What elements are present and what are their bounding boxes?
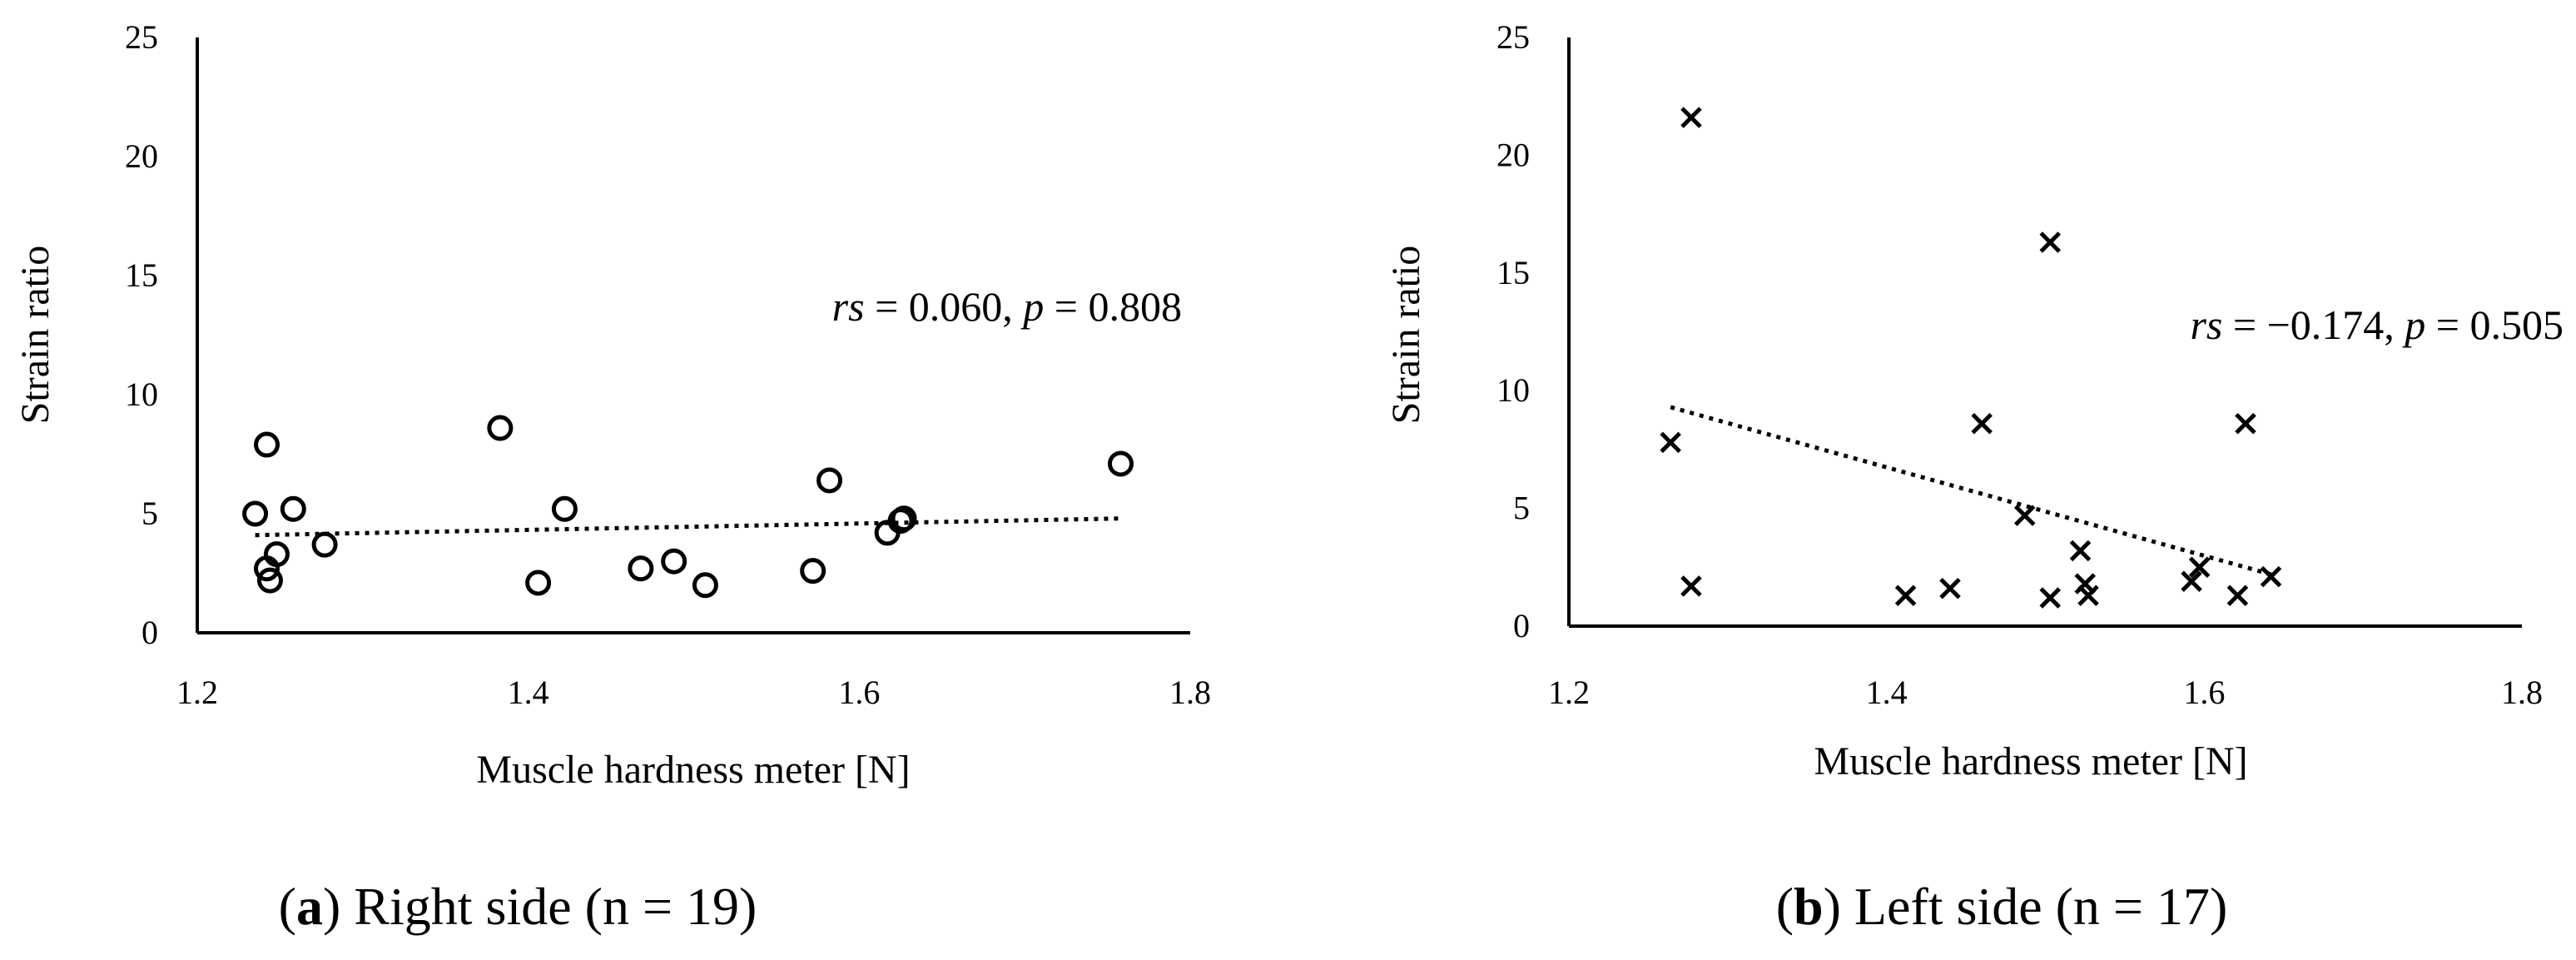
chart-a-data-point — [1107, 450, 1134, 477]
chart-a-data-point — [311, 531, 338, 558]
x-marker-stroke — [2077, 584, 2099, 607]
chart-a-data-point — [661, 548, 687, 575]
chart-a-data-point — [242, 500, 269, 527]
chart-b-caption: (b) Left side (n = 17) — [1776, 877, 2228, 936]
x-marker-stroke — [2013, 505, 2036, 526]
chart-a-data-point — [263, 541, 290, 568]
x-marker-stroke — [1680, 575, 1702, 597]
chart-b-y-tick-label: 10 — [1496, 371, 1530, 409]
chart-a-trendline — [255, 516, 1121, 538]
x-marker-stroke — [2039, 587, 2061, 609]
chart-a-y-tick-label: 5 — [141, 495, 158, 532]
chart-b-y-axis-title: Strain ratio — [1384, 246, 1428, 425]
chart-a-data-point — [487, 415, 514, 441]
chart-a-x-axis-title: Muscle hardness meter [N] — [476, 748, 910, 792]
chart-b-y-tick-label: 15 — [1496, 254, 1530, 291]
stat-annotation-part: rs — [2190, 301, 2222, 348]
x-marker-stroke — [2074, 573, 2096, 594]
stat-annotation-part: = −0.174, — [2222, 301, 2405, 348]
chart-a-data-point — [525, 570, 552, 596]
caption-part: b — [1794, 877, 1824, 936]
chart-b-data-point — [2039, 231, 2061, 253]
chart-a-data-point — [256, 567, 283, 594]
chart-b-trendline — [1670, 405, 2272, 577]
chart-b-data-point — [2069, 540, 2092, 562]
chart-b-data-point — [1660, 431, 1681, 454]
chart-a-x-tick-label: 1.4 — [508, 674, 549, 711]
chart-b-y-tick-label: 20 — [1496, 136, 1530, 173]
x-marker-stroke — [2069, 540, 2092, 562]
x-marker-stroke — [2226, 584, 2249, 607]
chart-b-data-point — [2039, 587, 2061, 609]
caption-part: ) Right side (n = 19) — [323, 877, 757, 936]
stat-annotation-part: = 0.060, — [865, 283, 1024, 330]
x-marker-stroke — [2235, 413, 2256, 435]
x-marker-stroke — [2260, 565, 2282, 588]
stat-annotation-part: = 0.808 — [1044, 283, 1182, 330]
chart-b-data-point — [2181, 570, 2202, 593]
x-marker-stroke — [2188, 556, 2211, 579]
chart-a-data-point — [254, 431, 280, 458]
stat-annotation-part: = 0.505 — [2425, 301, 2564, 348]
caption-part: ) Left side (n = 17) — [1824, 877, 2228, 936]
x-marker-stroke — [1680, 107, 1702, 128]
chart-a-y-tick-label: 0 — [141, 614, 158, 651]
chart-a-data-point — [891, 505, 917, 532]
chart-b-data-point — [2077, 584, 2099, 607]
chart-b-data-point — [2226, 584, 2249, 607]
chart-b-x-tick-label: 1.2 — [1548, 674, 1590, 711]
chart-b-data-point — [2013, 505, 2036, 526]
caption-part: ( — [1776, 877, 1794, 936]
chart-b-panel: 0 5 10 15 20 25 1.2 1.4 1.6 1.8 Muscle hardness me… — [1384, 18, 2564, 936]
chart-b-data-point — [2235, 413, 2256, 435]
x-marker-stroke — [1894, 584, 1917, 607]
chart-b-data-point — [2260, 565, 2282, 588]
chart-a-y-tick-label: 10 — [125, 376, 158, 413]
chart-b-x-axis-title: Muscle hardness meter [N] — [1814, 739, 2247, 783]
chart-a-data-point — [280, 495, 306, 522]
chart-a-y-axis-title: Strain ratio — [13, 246, 57, 425]
chart-a-data-point — [800, 558, 826, 584]
x-marker-stroke — [2181, 570, 2202, 593]
chart-b-y-tick-label: 0 — [1513, 607, 1530, 644]
chart-a-stat-annotation: rs = 0.060, p = 0.808 — [832, 283, 1182, 330]
chart-a-data-point — [628, 555, 654, 582]
stat-annotation-part: p — [1020, 283, 1044, 330]
chart-b-data-point — [1939, 577, 1961, 599]
x-marker-stroke — [2039, 231, 2061, 253]
chart-b-x-tick-label: 1.8 — [2501, 674, 2543, 711]
chart-a-x-tick-label: 1.8 — [1169, 674, 1211, 711]
chart-b-data-point — [1894, 584, 1917, 607]
chart-a-x-tick-label: 1.6 — [838, 674, 880, 711]
stat-annotation-part: p — [2402, 301, 2425, 348]
caption-part: a — [296, 877, 323, 936]
chart-b-data-point — [2188, 556, 2211, 579]
chart-a-panel: 0 5 10 15 20 25 1.2 1.4 1.6 1.8 Muscle hardness me… — [13, 18, 1211, 936]
chart-b-x-tick-label: 1.6 — [2183, 674, 2225, 711]
chart-a-x-tick-label: 1.2 — [176, 674, 218, 711]
stat-annotation-part: rs — [832, 283, 865, 330]
chart-b-stat-annotation: rs = −0.174, p = 0.505 — [2190, 301, 2564, 348]
chart-b-data-point — [1680, 107, 1702, 128]
x-marker-stroke — [1939, 577, 1961, 599]
chart-a-y-tick-label: 15 — [125, 256, 158, 294]
chart-a-data-point — [816, 467, 843, 494]
chart-b-y-tick-label: 5 — [1513, 490, 1530, 527]
chart-b-x-tick-label: 1.4 — [1866, 674, 1908, 711]
chart-a-data-point — [551, 495, 578, 522]
chart-a-caption: (a) Right side (n = 19) — [279, 877, 757, 936]
chart-b-data-point — [1680, 575, 1702, 597]
chart-b-y-tick-label: 25 — [1496, 18, 1530, 56]
chart-b-data-point — [1971, 413, 1993, 435]
x-marker-stroke — [1971, 413, 1993, 435]
caption-part: ( — [279, 877, 296, 936]
x-marker-stroke — [1660, 431, 1681, 454]
chart-a-data-point — [692, 572, 718, 599]
chart-a-y-tick-label: 20 — [125, 137, 158, 175]
chart-a-y-tick-label: 25 — [125, 18, 158, 56]
